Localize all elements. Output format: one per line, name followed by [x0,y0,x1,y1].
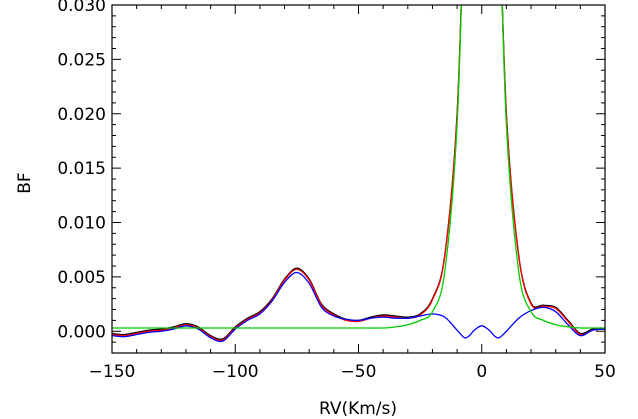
y-axis-title: BF [15,172,35,193]
series-line-2 [112,271,605,343]
x-tick-label: 50 [594,362,616,382]
x-tick-label: −100 [212,362,259,382]
y-tick-label: 0.000 [57,322,106,342]
x-tick-label: 0 [476,362,487,382]
x-tick-label: −150 [89,362,136,382]
y-tick-label: 0.015 [57,159,106,179]
y-tick-label: 0.025 [57,50,106,70]
y-tick-label: 0.010 [57,214,106,234]
y-tick-label: 0.030 [57,0,106,16]
tick-layer: −150 −100 −50 0 50 0.000 0.005 0.010 0.015 0.020 0… [57,0,615,382]
series-line-1 [112,5,605,341]
series-line-0 [112,5,605,340]
x-axis-title: RV(Km/s) [319,399,397,419]
series-line-3 [112,5,605,329]
y-tick-label: 0.005 [57,268,106,288]
plot-frame [111,4,606,354]
series-layer [112,5,605,343]
y-tick-label: 0.020 [57,105,106,125]
x-tick-label: −50 [341,362,377,382]
